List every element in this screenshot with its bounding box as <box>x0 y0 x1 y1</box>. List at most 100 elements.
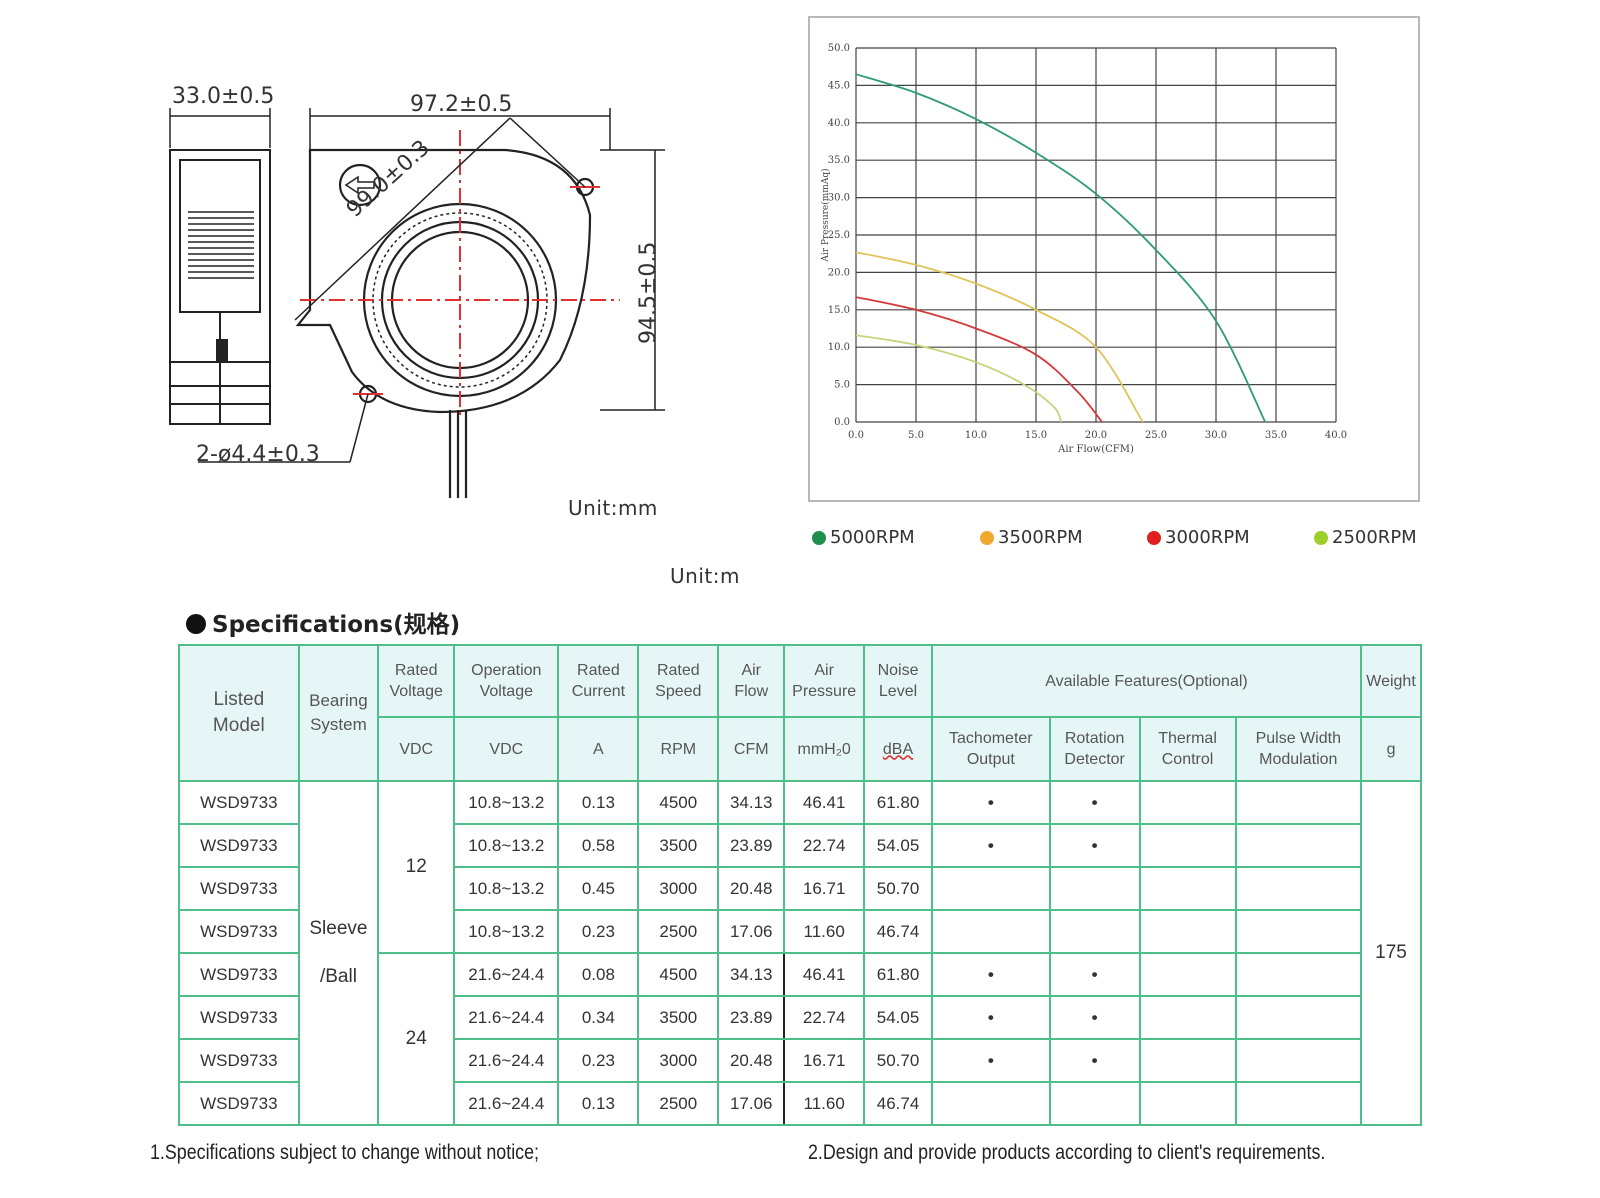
arrow-left-icon <box>344 175 375 195</box>
cell-model: WSD9733 <box>178 1081 300 1126</box>
header-available-features: Available Features(Optional) <box>930 644 1363 718</box>
cell-rated-speed: 3500 <box>637 995 720 1040</box>
header-model: Listed Model <box>178 644 300 782</box>
header-noise-level: Noise Level <box>863 644 933 718</box>
y-tick-label: 10.0 <box>828 342 850 353</box>
cell-thermal <box>1138 780 1237 825</box>
cell-noise-level: 54.05 <box>863 823 933 868</box>
header-pulse-width-modulation: Pulse Width Modulation <box>1234 716 1363 782</box>
cell-noise-level: 54.05 <box>863 995 933 1040</box>
dim-width-label: 97.2±0.5 <box>410 92 513 117</box>
cell-operation-voltage: 21.6~24.4 <box>453 1038 560 1083</box>
table-row: WSD9733 10.8~13.2 0.23 2500 17.06 11.60 46.74 <box>178 909 1421 954</box>
header-air-flow: Air Flow <box>717 644 786 718</box>
cell-noise-level: 61.80 <box>863 780 933 825</box>
unit-air-flow: CFM <box>717 716 786 782</box>
cell-air-pressure: 11.60 <box>783 909 866 954</box>
x-tick-label: 15.0 <box>1025 430 1047 441</box>
cell-tachometer: • <box>930 995 1051 1040</box>
cell-tachometer <box>930 1081 1051 1126</box>
cell-rated-speed: 4500 <box>637 780 720 825</box>
cell-air-pressure: 16.71 <box>783 1038 866 1083</box>
unit-noise-level: dBA <box>863 716 933 782</box>
x-tick-label: 25.0 <box>1145 430 1167 441</box>
cell-rotation: • <box>1048 952 1141 997</box>
table-row: WSD9733 21.6~24.4 0.23 3000 20.48 16.71 50.70 •… <box>178 1038 1421 1083</box>
legend-item-5000rpm: 5000RPM <box>812 527 915 548</box>
table-unit-row: VDC VDC A RPM CFM mmH₂0 dBA Tachometer O… <box>179 716 1422 782</box>
cell-model: WSD9733 <box>178 823 300 868</box>
cell-pwm <box>1234 952 1363 997</box>
legend-label: 2500RPM <box>1332 527 1417 548</box>
header-weight: Weight <box>1360 644 1422 718</box>
series-line-2500rpm <box>855 334 1063 423</box>
cell-weight: 175 <box>1360 780 1422 1126</box>
cell-air-pressure: 22.74 <box>783 995 866 1040</box>
y-tick-label: 20.0 <box>828 267 850 278</box>
cell-rotation <box>1048 1081 1141 1126</box>
header-rated-current: Rated Current <box>557 644 640 718</box>
cell-thermal <box>1138 909 1237 954</box>
header-rated-voltage: Rated Voltage <box>377 644 456 718</box>
cell-operation-voltage: 10.8~13.2 <box>453 823 560 868</box>
bullet-icon <box>186 614 206 634</box>
cell-air-pressure: 11.60 <box>783 1081 866 1126</box>
bearing-sleeve: Sleeve <box>309 918 368 939</box>
y-axis-label: Air Pressure(mmAq) <box>820 168 831 262</box>
cell-operation-voltage: 10.8~13.2 <box>453 909 560 954</box>
cell-air-flow: 23.89 <box>717 995 786 1040</box>
cell-tachometer <box>930 866 1051 911</box>
cell-air-pressure: 46.41 <box>783 780 866 825</box>
cell-bearing: Sleeve/Ball <box>297 780 380 1126</box>
cell-rated-speed: 2500 <box>637 909 720 954</box>
series-line-3000rpm <box>855 296 1103 423</box>
cell-rated-current: 0.13 <box>557 780 640 825</box>
pq-chart-frame <box>808 16 1420 502</box>
cell-air-flow: 17.06 <box>717 909 786 954</box>
x-tick-label: 5.0 <box>908 430 924 441</box>
legend-item-2500rpm: 2500RPM <box>1314 527 1417 548</box>
cell-air-pressure: 46.41 <box>783 952 866 997</box>
cell-operation-voltage: 10.8~13.2 <box>453 780 560 825</box>
dim-thickness-label: 33.0±0.5 <box>172 84 275 109</box>
cell-rated-speed: 4500 <box>637 952 720 997</box>
unit-rated-voltage: VDC <box>377 716 456 782</box>
cell-rated-current: 0.23 <box>557 1038 640 1083</box>
cell-noise-level: 50.70 <box>863 866 933 911</box>
legend-item-3500rpm: 3500RPM <box>980 527 1083 548</box>
cell-operation-voltage: 21.6~24.4 <box>453 952 560 997</box>
cell-operation-voltage: 21.6~24.4 <box>453 1081 560 1126</box>
pq-chart: 0.0 5.0 10.0 15.0 20.0 25.0 30.0 35.0 40.0 45.0 50… <box>820 43 1347 455</box>
fan-side-view <box>169 149 271 425</box>
y-tick-label: 0.0 <box>834 417 850 428</box>
y-tick-label: 15.0 <box>828 305 850 316</box>
cell-air-flow: 34.13 <box>717 780 786 825</box>
x-axis-label: Air Flow(CFM) <box>1057 444 1134 455</box>
cell-air-pressure: 16.71 <box>783 866 866 911</box>
y-tick-label: 35.0 <box>828 155 850 166</box>
cell-operation-voltage: 10.8~13.2 <box>453 866 560 911</box>
cell-rotation: • <box>1048 1038 1141 1083</box>
cell-tachometer: • <box>930 823 1051 868</box>
table-header-row: Listed Model Bearing System Rated Voltag… <box>178 644 1422 782</box>
cell-tachometer <box>930 909 1051 954</box>
cell-rated-speed: 3000 <box>637 1038 720 1083</box>
cell-model: WSD9733 <box>178 995 300 1040</box>
specs-title: Specifications(规格) <box>186 605 460 639</box>
header-air-pressure: Air Pressure <box>783 644 866 718</box>
legend-dot-icon <box>812 530 826 545</box>
cell-model: WSD9733 <box>178 952 300 997</box>
header-tachometer-output: Tachometer Output <box>930 716 1051 782</box>
unit-mm-label: Unit:mm <box>568 496 658 520</box>
cell-rated-speed: 3000 <box>637 866 720 911</box>
header-rotation-detector: Rotation Detector <box>1048 716 1141 782</box>
header-operation-voltage: Operation Voltage <box>453 644 560 718</box>
y-tick-label: 50.0 <box>828 43 850 54</box>
x-tick-label: 30.0 <box>1205 430 1227 441</box>
cell-rated-current: 0.08 <box>557 952 640 997</box>
cell-thermal <box>1138 1038 1237 1083</box>
dim-height-label: 94.5±0.5 <box>636 241 661 344</box>
cell-air-flow: 34.13 <box>717 952 786 997</box>
unit-air-pressure: mmH₂0 <box>783 716 866 782</box>
y-tick-label: 5.0 <box>834 380 850 391</box>
